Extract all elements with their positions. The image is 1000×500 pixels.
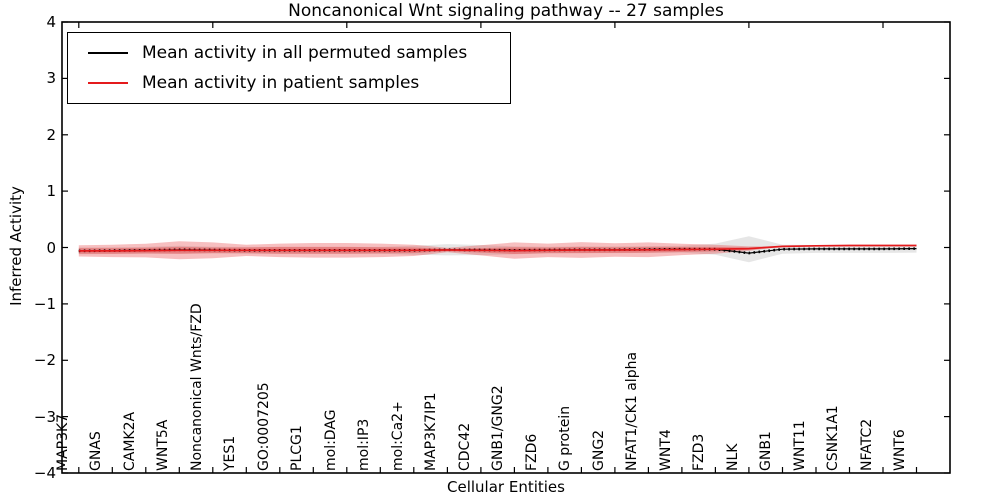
chart-title: Noncanonical Wnt signaling pathway -- 27… (288, 1, 724, 21)
permuted-line-swatch-icon (88, 52, 128, 54)
legend-entry-permuted: Mean activity in all permuted samples (76, 38, 502, 68)
x-tick-label: NLK (724, 443, 741, 471)
patient-line-swatch-icon (88, 82, 128, 84)
x-tick-label: WNT4 (657, 429, 674, 471)
x-tick-label: CDC42 (456, 422, 473, 471)
x-tick-label: FZD6 (523, 433, 540, 471)
x-tick-label: MAP3K7 (54, 413, 71, 471)
x-tick-label: Noncanonical Wnts/FZD (188, 303, 205, 471)
legend-label-permuted: Mean activity in all permuted samples (142, 43, 468, 63)
x-tick-label: FZD3 (691, 433, 708, 471)
x-tick-label: WNT5A (155, 419, 172, 471)
y-tick-label: 0 (46, 238, 56, 257)
legend-label-patient: Mean activity in patient samples (142, 73, 420, 93)
y-tick-label: −4 (33, 464, 56, 482)
x-tick-label: GO:0007205 (255, 382, 272, 471)
x-tick-label: WNT11 (791, 420, 808, 471)
y-tick-label: 1 (46, 182, 56, 201)
x-tick-label: CSNK1A1 (825, 405, 842, 471)
legend-entry-patient: Mean activity in patient samples (76, 68, 502, 98)
x-tick-label: NFAT1/CK1 alpha (624, 351, 641, 471)
x-tick-label: mol:IP3 (356, 418, 373, 471)
y-tick-label: 2 (46, 125, 56, 144)
x-tick-label: WNT6 (892, 429, 909, 471)
x-tick-label: YES1 (222, 435, 239, 471)
x-tick-label: G protein (557, 405, 574, 471)
x-tick-label: PLCG1 (289, 425, 306, 471)
x-tick-label: GNG2 (590, 429, 607, 471)
x-tick-label: GNB1 (758, 431, 775, 471)
x-tick-label: CAMK2A (121, 411, 138, 471)
x-tick-label: mol:Ca2+ (389, 401, 406, 471)
x-tick-label: GNB1/GNG2 (490, 385, 507, 471)
x-tick-label: NFATC2 (858, 418, 875, 471)
y-tick-label: 4 (46, 13, 56, 31)
y-tick-label: −1 (33, 294, 56, 313)
x-axis-title: Cellular Entities (447, 478, 565, 496)
x-tick-label: MAP3K7IP1 (423, 392, 440, 471)
y-tick-label: −3 (33, 407, 56, 426)
y-tick-label: −2 (33, 351, 56, 370)
x-tick-label: GNAS (88, 431, 105, 471)
y-tick-label: 3 (46, 69, 56, 88)
x-tick-label: mol:DAG (322, 409, 339, 471)
legend: Mean activity in all permuted samples Me… (67, 32, 511, 104)
